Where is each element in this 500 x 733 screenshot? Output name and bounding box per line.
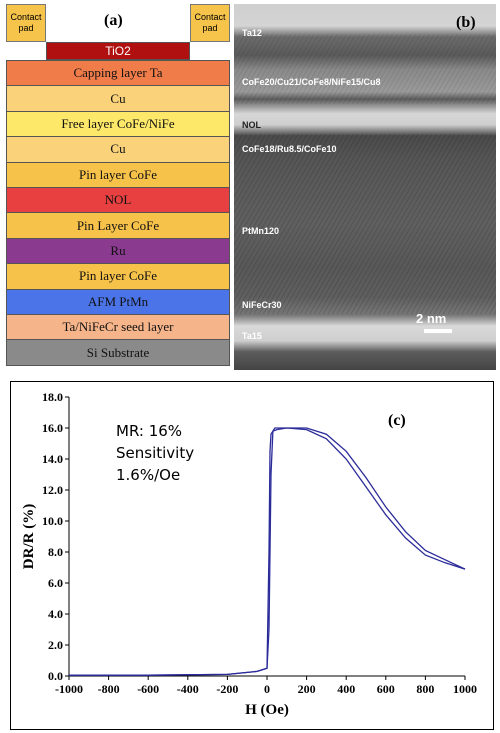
- layer-row: Capping layer Ta: [6, 60, 230, 87]
- layer-row: Ta/NiFeCr seed layer: [6, 314, 230, 341]
- tem-label: NiFeCr30: [242, 300, 282, 310]
- x-tick-label: 400: [337, 682, 355, 696]
- y-tick-label: 16.0: [42, 421, 63, 435]
- tem-label: CoFe18/Ru8.5/CoFe10: [242, 144, 337, 154]
- panel-b-label: (b): [456, 14, 476, 31]
- y-tick-label: 8.0: [48, 545, 63, 559]
- layer-row: Pin layer CoFe: [6, 161, 230, 188]
- panel-a-label: (a): [104, 12, 123, 29]
- layer-row: NOL: [6, 187, 230, 214]
- x-tick-label: -1000: [55, 682, 83, 696]
- y-tick-label: 0.0: [48, 669, 63, 683]
- tem-texture: [234, 34, 496, 314]
- layer-row: Cu: [6, 85, 230, 112]
- mr-chart-frame: 0.0 2.0 4.0 6.0 8.0 10.0 12.0 14.0 16.0 18.0 -1000…: [10, 381, 494, 730]
- y-tick-label: 2.0: [48, 638, 63, 652]
- x-tick-label: 0: [264, 682, 270, 696]
- scale-bar: [424, 329, 452, 333]
- y-tick-label: 6.0: [48, 576, 63, 590]
- y-tick-label: 10.0: [42, 514, 63, 528]
- tem-image: (b) Ta12 CoFe20/Cu21/CoFe8/NiFe15/Cu8 NO…: [234, 4, 496, 370]
- y-tick-label: 18.0: [42, 390, 63, 404]
- layer-row: Cu: [6, 136, 230, 163]
- scale-bar-label: 2 nm: [416, 311, 447, 326]
- x-tick-label: -600: [137, 682, 159, 696]
- y-tick-label: 14.0: [42, 452, 63, 466]
- x-tick-label: -800: [98, 682, 120, 696]
- x-axis-label: H (Oe): [245, 702, 289, 718]
- y-axis-label: DR/R (%): [21, 504, 37, 569]
- mr-annotation: MR: 16% Sensitivity 1.6%/Oe: [116, 420, 194, 486]
- mr-curve-sweep-down: [69, 427, 466, 676]
- contact-pad-right: Contact pad: [190, 4, 230, 42]
- contact-pad-left: Contact pad: [6, 4, 46, 42]
- layer-row: Si Substrate: [6, 339, 230, 366]
- mr-chart: 0.0 2.0 4.0 6.0 8.0 10.0 12.0 14.0 16.0 18.0 -1000…: [21, 390, 477, 718]
- y-tick-label: 12.0: [42, 483, 63, 497]
- tem-label: Ta12: [242, 28, 262, 38]
- tem-label: PtMn120: [242, 226, 280, 236]
- x-tick-label: 1000: [453, 682, 477, 696]
- y-tick-label: 4.0: [48, 607, 63, 621]
- x-tick-label: 200: [298, 682, 316, 696]
- x-tick-label: -400: [177, 682, 199, 696]
- layer-row: Free layer CoFe/NiFe: [6, 110, 230, 138]
- tem-label: NOL: [242, 120, 261, 130]
- panel-c-label: (c): [388, 412, 406, 429]
- sensitivity-label: Sensitivity: [116, 444, 195, 462]
- layer-stack-diagram: Contact pad Contact pad (a) TiO2 Capping…: [6, 4, 230, 370]
- x-tick-label: 600: [377, 682, 395, 696]
- tem-label: CoFe20/Cu21/CoFe8/NiFe15/Cu8: [242, 77, 381, 87]
- tem-label: Ta15: [242, 331, 262, 341]
- layer-row: Pin Layer CoFe: [6, 212, 230, 239]
- layer-row: AFM PtMn: [6, 288, 230, 315]
- layer-row: Pin layer CoFe: [6, 263, 230, 290]
- x-tick-label: -200: [216, 682, 238, 696]
- sensitivity-value: 1.6%/Oe: [116, 466, 181, 484]
- x-tick-label: 800: [416, 682, 434, 696]
- layer-row: Ru: [6, 237, 230, 265]
- mr-value: MR: 16%: [116, 422, 183, 440]
- tio2-layer: TiO2: [46, 42, 190, 60]
